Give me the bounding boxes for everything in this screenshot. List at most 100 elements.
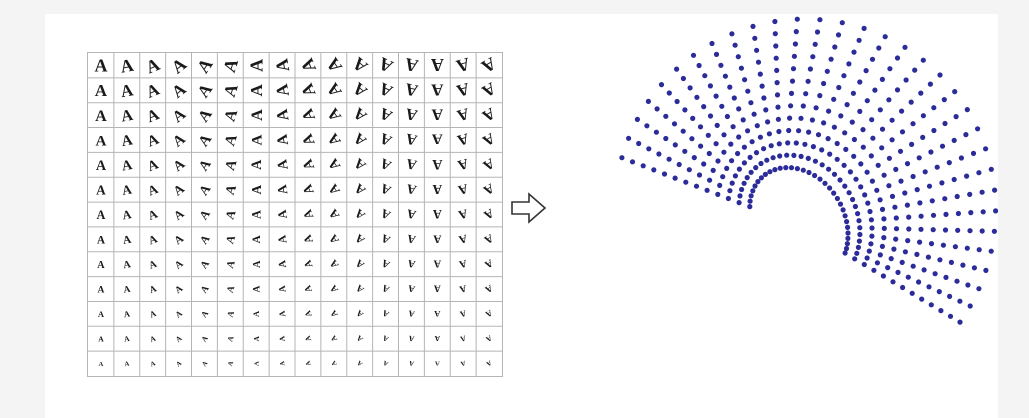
- embedding-point: [728, 141, 734, 147]
- embedding-point: [939, 180, 945, 186]
- embedding-point: [971, 265, 977, 271]
- embedding-point: [983, 267, 989, 273]
- grid-glyph: A: [196, 156, 215, 174]
- embedding-point: [918, 213, 924, 219]
- embedding-point: [904, 161, 911, 167]
- embedding-point: [827, 151, 833, 157]
- embedding-point: [751, 111, 757, 117]
- embedding-point: [788, 165, 795, 171]
- embedding-point: [748, 193, 754, 199]
- embedding-point: [629, 159, 636, 165]
- embedding-point: [955, 210, 961, 217]
- embedding-point: [783, 165, 789, 171]
- embedding-point: [868, 217, 874, 223]
- embedding-point: [976, 286, 982, 292]
- grid-glyph: A: [382, 359, 389, 367]
- embedding-point: [742, 77, 748, 83]
- grid-glyph: A: [122, 259, 132, 271]
- grid-glyph: A: [251, 234, 263, 243]
- grid-glyph: A: [222, 157, 241, 172]
- grid-glyph: A: [354, 256, 367, 270]
- embedding-point: [852, 256, 858, 262]
- embedding-point: [752, 183, 758, 189]
- embedding-point: [840, 207, 846, 213]
- grid-glyph: A: [299, 156, 318, 172]
- embedding-point: [826, 166, 832, 172]
- embedding-point: [879, 126, 886, 132]
- embedding-point: [845, 224, 851, 230]
- embedding-point: [874, 260, 880, 266]
- grid-glyph: A: [351, 154, 370, 173]
- grid-glyph: A: [121, 207, 132, 222]
- embedding-point: [869, 56, 876, 62]
- embedding-point: [828, 56, 834, 62]
- embedding-point: [916, 279, 922, 285]
- embedding-point: [796, 128, 802, 134]
- embedding-point: [693, 183, 700, 189]
- embedding-point: [706, 150, 712, 157]
- embedding-point: [851, 153, 857, 159]
- grid-glyph: A: [278, 284, 289, 293]
- grid-glyph: A: [455, 155, 470, 173]
- grid-glyph: A: [299, 131, 319, 148]
- embedding-point: [727, 188, 733, 194]
- embedding-point: [794, 166, 800, 172]
- embedding-point: [772, 167, 778, 173]
- embedding-point: [768, 143, 774, 149]
- grid-glyph: A: [380, 308, 391, 320]
- grid-glyph: A: [381, 333, 390, 344]
- embedding-point: [856, 37, 862, 43]
- grid-glyph: A: [225, 259, 238, 270]
- grid-glyph: A: [96, 182, 106, 197]
- embedding-point: [865, 200, 871, 206]
- embedding-point: [761, 95, 767, 101]
- grid-glyph: A: [145, 181, 160, 199]
- grid-glyph: A: [199, 258, 213, 271]
- embedding-point: [875, 162, 881, 168]
- embedding-point: [858, 184, 864, 190]
- embedding-point: [861, 261, 867, 268]
- embedding-point: [790, 66, 797, 72]
- embedding-point: [805, 78, 811, 84]
- grid-glyph: A: [406, 257, 416, 269]
- embedding-point: [682, 148, 688, 154]
- embedding-point: [857, 225, 863, 231]
- grid-glyph: A: [174, 333, 184, 344]
- embedding-point: [705, 132, 711, 138]
- grid-glyph: A: [304, 360, 312, 367]
- embedding-point: [845, 235, 851, 241]
- embedding-point: [682, 107, 688, 113]
- embedding-point: [689, 136, 695, 142]
- grid-glyph: A: [120, 131, 134, 150]
- embedding-point: [791, 53, 797, 59]
- embedding-point: [762, 171, 768, 177]
- embedding-point: [928, 241, 935, 247]
- embedding-point: [747, 198, 753, 204]
- embedding-point: [893, 166, 899, 172]
- embedding-point: [890, 279, 896, 285]
- embedding-point: [749, 139, 755, 145]
- embedding-point: [715, 158, 721, 164]
- grid-glyph: A: [271, 57, 293, 73]
- embedding-point: [750, 188, 756, 194]
- embedding-point: [770, 155, 776, 161]
- grid-glyph: A: [330, 359, 339, 367]
- grid-glyph: A: [407, 334, 415, 344]
- embedding-point: [876, 45, 882, 51]
- embedding-point: [855, 244, 861, 250]
- grid-glyph: A: [225, 334, 235, 342]
- grid-glyph: A: [406, 232, 417, 246]
- grid-glyph: A: [195, 106, 216, 126]
- embedding-point: [727, 84, 733, 90]
- embedding-point: [906, 214, 912, 220]
- embedding-point: [902, 44, 908, 50]
- embedding-point: [735, 150, 741, 157]
- embedding-point: [925, 254, 931, 260]
- embedding-point: [718, 62, 724, 68]
- embedding-point: [905, 238, 911, 244]
- grid-glyph: A: [172, 232, 186, 247]
- embedding-point: [932, 271, 938, 277]
- embedding-point: [813, 105, 819, 111]
- embedding-point: [744, 175, 750, 181]
